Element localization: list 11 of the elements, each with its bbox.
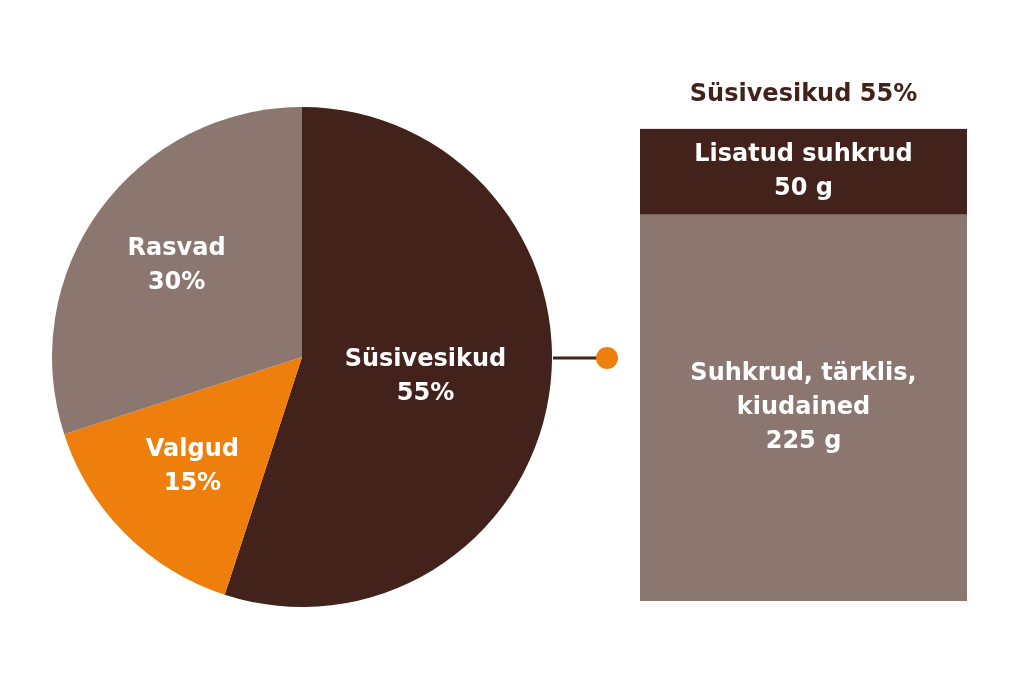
slice-label: Valgud (145, 433, 239, 462)
chart-title: Süsivesikud 55% (689, 78, 918, 107)
data-label: 55% (396, 377, 455, 406)
data-label: 15% (163, 467, 222, 496)
slice-label: Rasvad (127, 233, 226, 262)
series-label: Suhkrud, tärklis, kiudained (690, 358, 917, 421)
data-label: 30% (147, 267, 206, 296)
series-label: Lisatud suhkrud (694, 138, 913, 167)
data-label: 225 g (765, 426, 842, 455)
legend-label: Süsivesikud (344, 343, 507, 372)
data-label: 50 g (774, 172, 833, 201)
